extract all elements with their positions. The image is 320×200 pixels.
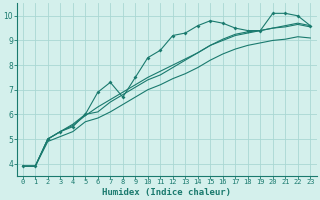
X-axis label: Humidex (Indice chaleur): Humidex (Indice chaleur) [102,188,231,197]
